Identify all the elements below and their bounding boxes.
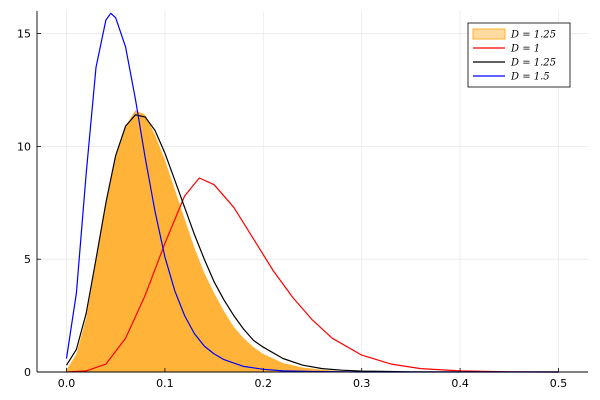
legend-label: D = 1 <box>510 44 540 55</box>
series-line <box>65 12 559 373</box>
x-tick-label: 0.3 <box>353 377 371 390</box>
x-tick-label: 0.1 <box>156 377 174 390</box>
series-line <box>65 114 559 373</box>
x-tick-label: 0.4 <box>451 377 469 390</box>
y-tick-label: 0 <box>24 366 31 379</box>
x-tick-label: 0.2 <box>255 377 273 390</box>
series-line <box>66 177 559 373</box>
y-tick-label: 5 <box>24 253 31 266</box>
y-tick-label: 15 <box>17 28 31 41</box>
legend-swatch <box>472 28 506 40</box>
axes <box>36 11 588 373</box>
legend-label: D = 1.5 <box>510 72 550 83</box>
legend-label: D = 1.25 <box>510 58 556 69</box>
y-tick-label: 10 <box>17 140 31 153</box>
tick-labels: 0.0 0.1 0.2 0.3 0.4 0.5 0 5 10 15 <box>17 28 567 390</box>
legend-label: D = 1.25 <box>510 30 556 41</box>
x-tick-label: 0.0 <box>58 377 76 390</box>
x-tick-label: 0.5 <box>550 377 568 390</box>
series-lines <box>65 12 559 373</box>
legend: D = 1.25 D = 1 D = 1.25 D = 1.5 <box>467 22 571 88</box>
